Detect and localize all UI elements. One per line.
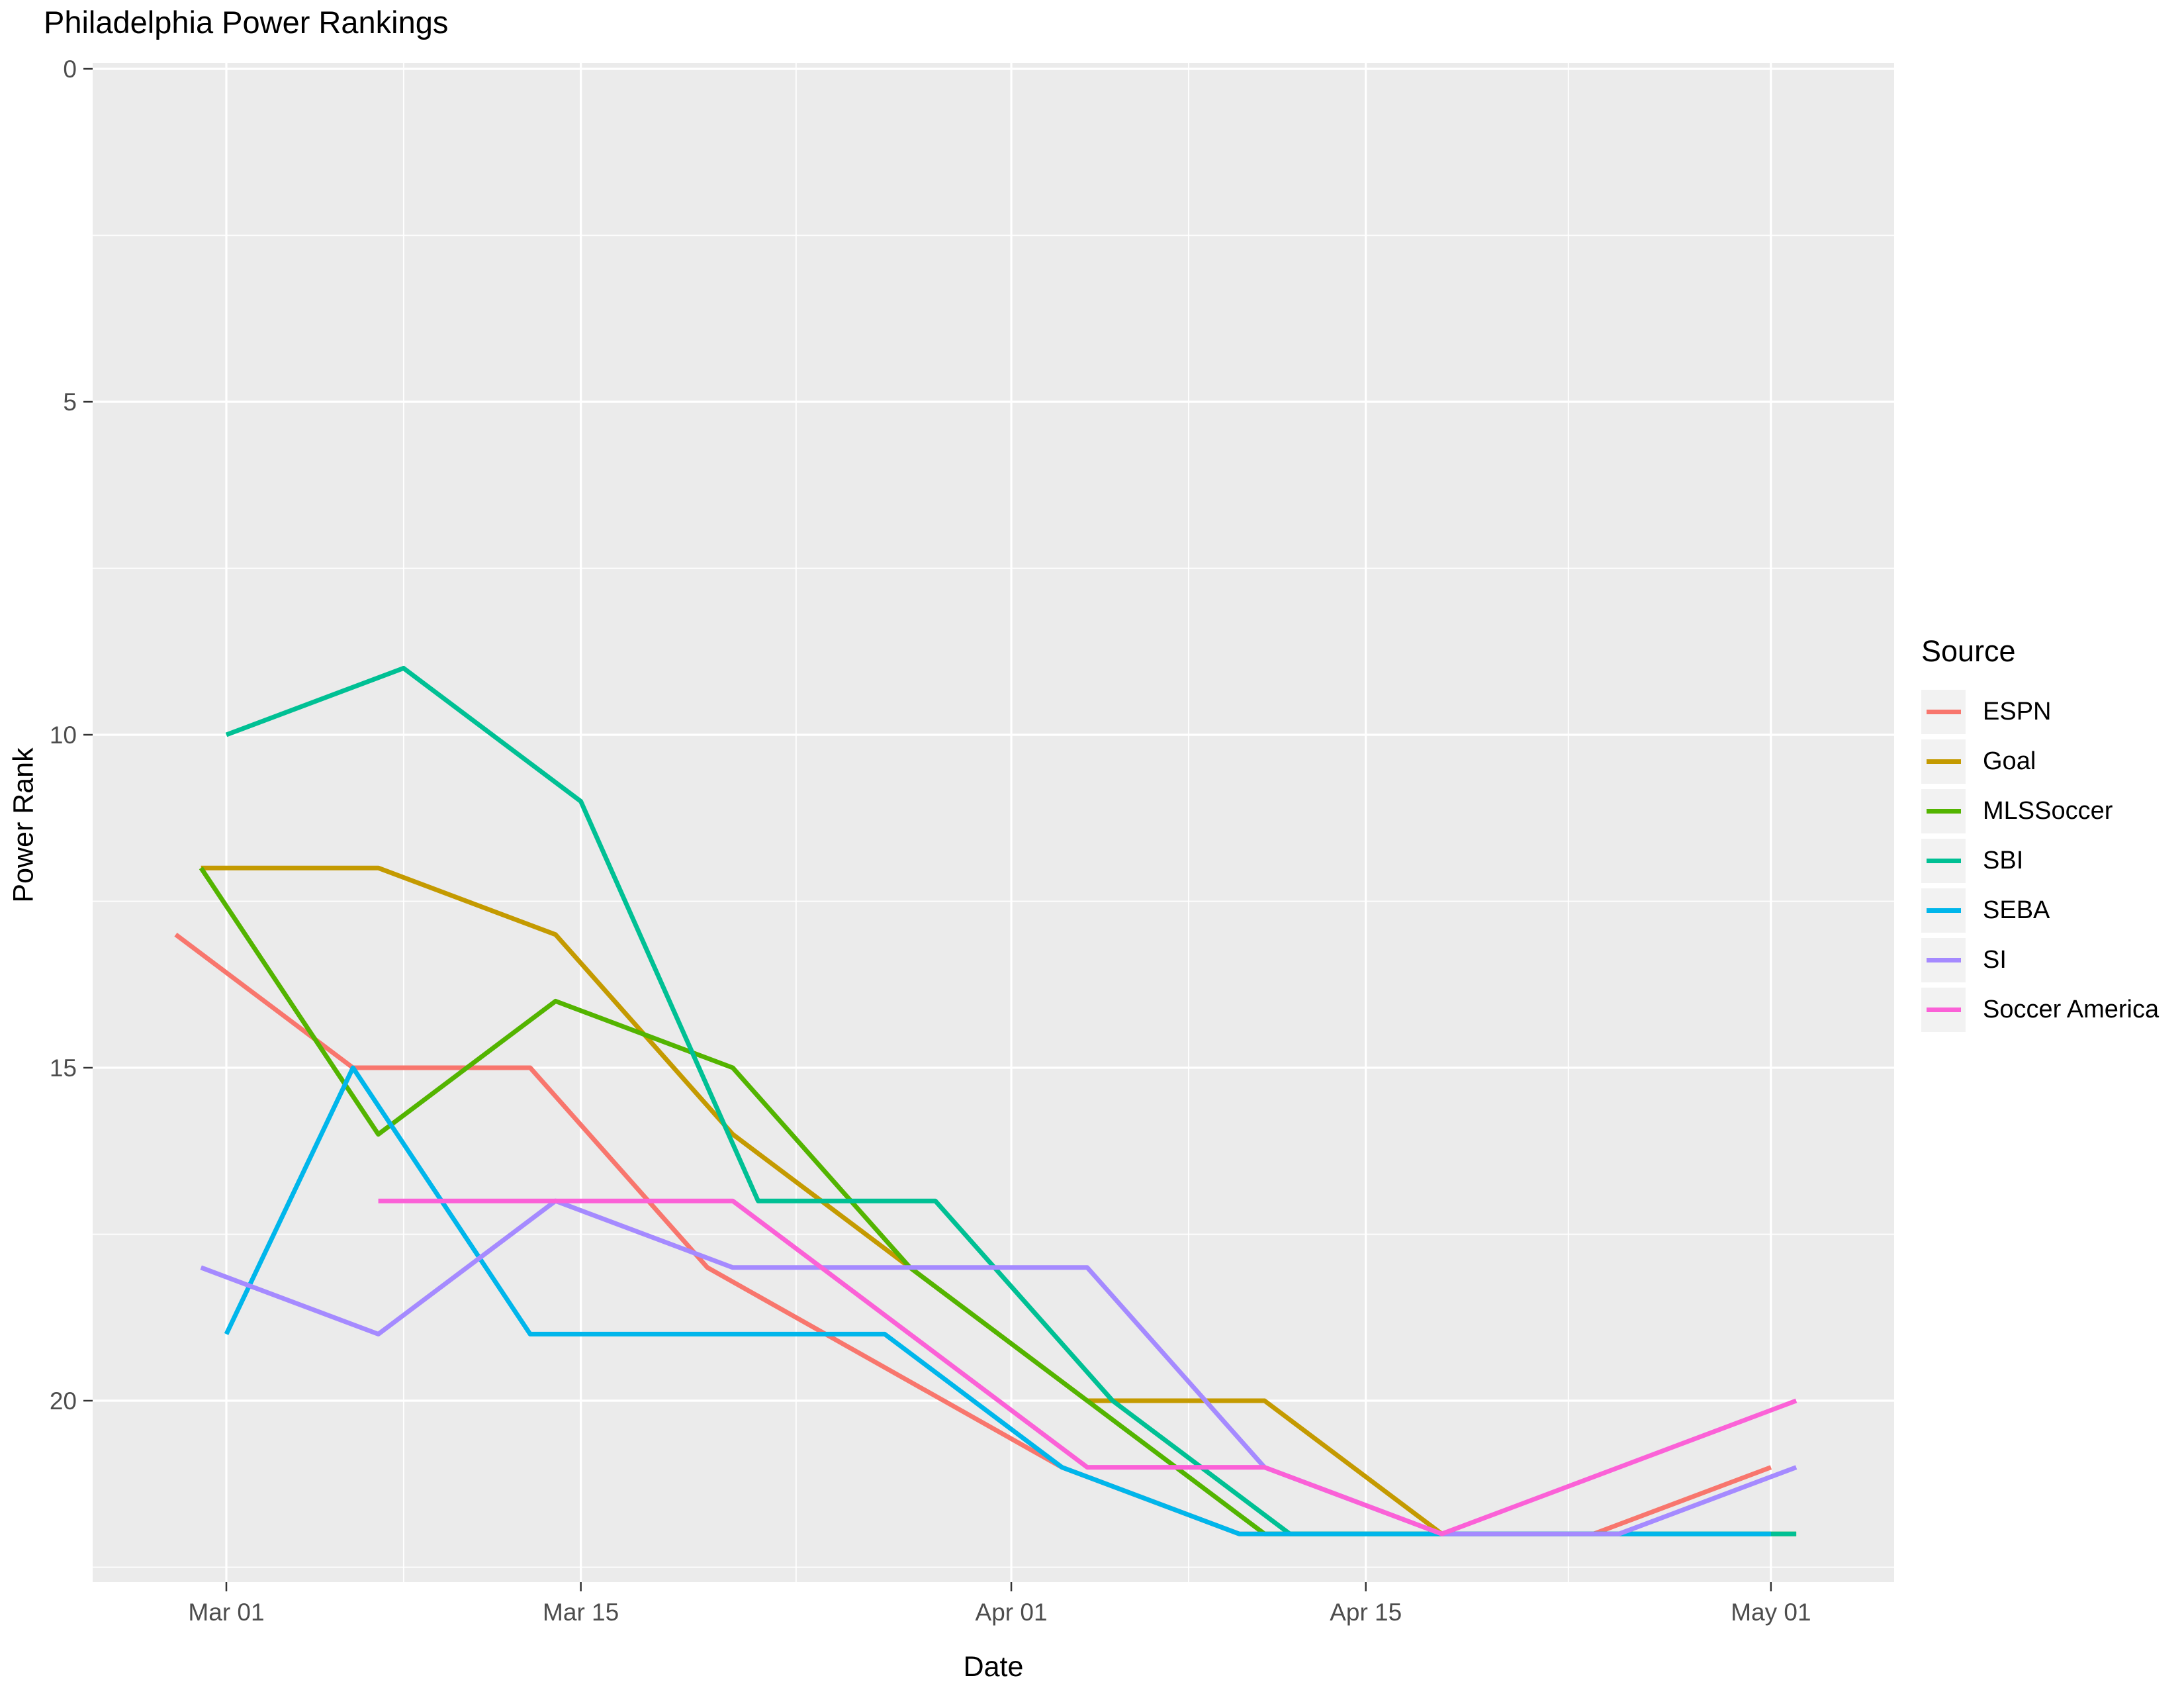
x-tick-label: Mar 01 bbox=[188, 1599, 264, 1626]
chart-title: Philadelphia Power Rankings bbox=[44, 5, 449, 40]
legend-label-sbi: SBI bbox=[1983, 847, 2024, 874]
legend-item-mlssoccer: MLSSoccer bbox=[1921, 789, 2159, 833]
legend-swatch-espn bbox=[1926, 710, 1961, 714]
y-tick-label: 10 bbox=[50, 722, 77, 749]
legend-item-soccer-america: Soccer America bbox=[1921, 988, 2159, 1032]
series-line-soccer-america bbox=[378, 1198, 1797, 1536]
legend-label-si: SI bbox=[1983, 946, 2007, 974]
legend-rows: ESPN Goal MLSSoccer SBI SEBA SI Soccer America bbox=[1921, 690, 2159, 1032]
y-tick-label: 0 bbox=[63, 56, 77, 83]
y-axis-title: Power Rank bbox=[7, 747, 40, 903]
legend-key-seba bbox=[1921, 888, 1966, 933]
legend: Source ESPN Goal MLSSoccer SBI SEBA SI Soccer … bbox=[1921, 635, 2159, 1037]
legend-key-mlssoccer bbox=[1921, 789, 1966, 833]
y-tick-label: 15 bbox=[50, 1055, 77, 1082]
legend-swatch-seba bbox=[1926, 908, 1961, 913]
legend-item-seba: SEBA bbox=[1921, 888, 2159, 933]
x-tick-label: May 01 bbox=[1731, 1599, 1811, 1626]
legend-label-seba: SEBA bbox=[1983, 896, 2050, 924]
x-axis-title: Date bbox=[963, 1651, 1024, 1683]
legend-item-sbi: SBI bbox=[1921, 839, 2159, 883]
series-line-si bbox=[200, 1198, 1797, 1536]
legend-swatch-mlssoccer bbox=[1926, 809, 1961, 814]
plot-panel bbox=[93, 63, 1894, 1582]
legend-key-soccer-america bbox=[1921, 988, 1966, 1032]
legend-item-si: SI bbox=[1921, 938, 2159, 982]
legend-key-espn bbox=[1921, 690, 1966, 734]
legend-swatch-si bbox=[1926, 958, 1961, 962]
legend-label-goal: Goal bbox=[1983, 747, 2036, 775]
y-tick-label: 20 bbox=[50, 1387, 77, 1415]
y-tick-label: 5 bbox=[63, 389, 77, 416]
legend-key-goal bbox=[1921, 739, 1966, 784]
legend-label-mlssoccer: MLSSoccer bbox=[1983, 797, 2113, 825]
legend-swatch-goal bbox=[1926, 759, 1961, 764]
x-tick-label: Apr 15 bbox=[1330, 1599, 1402, 1626]
legend-swatch-soccer-america bbox=[1926, 1008, 1961, 1012]
legend-key-si bbox=[1921, 938, 1966, 982]
legend-label-soccer-america: Soccer America bbox=[1983, 996, 2160, 1023]
x-tick-label: Apr 01 bbox=[976, 1599, 1048, 1626]
legend-swatch-sbi bbox=[1926, 859, 1961, 863]
legend-label-espn: ESPN bbox=[1983, 698, 2052, 726]
legend-item-espn: ESPN bbox=[1921, 690, 2159, 734]
legend-key-sbi bbox=[1921, 839, 1966, 883]
legend-item-goal: Goal bbox=[1921, 739, 2159, 784]
x-tick-label: Mar 15 bbox=[543, 1599, 619, 1626]
legend-title: Source bbox=[1921, 634, 2016, 668]
